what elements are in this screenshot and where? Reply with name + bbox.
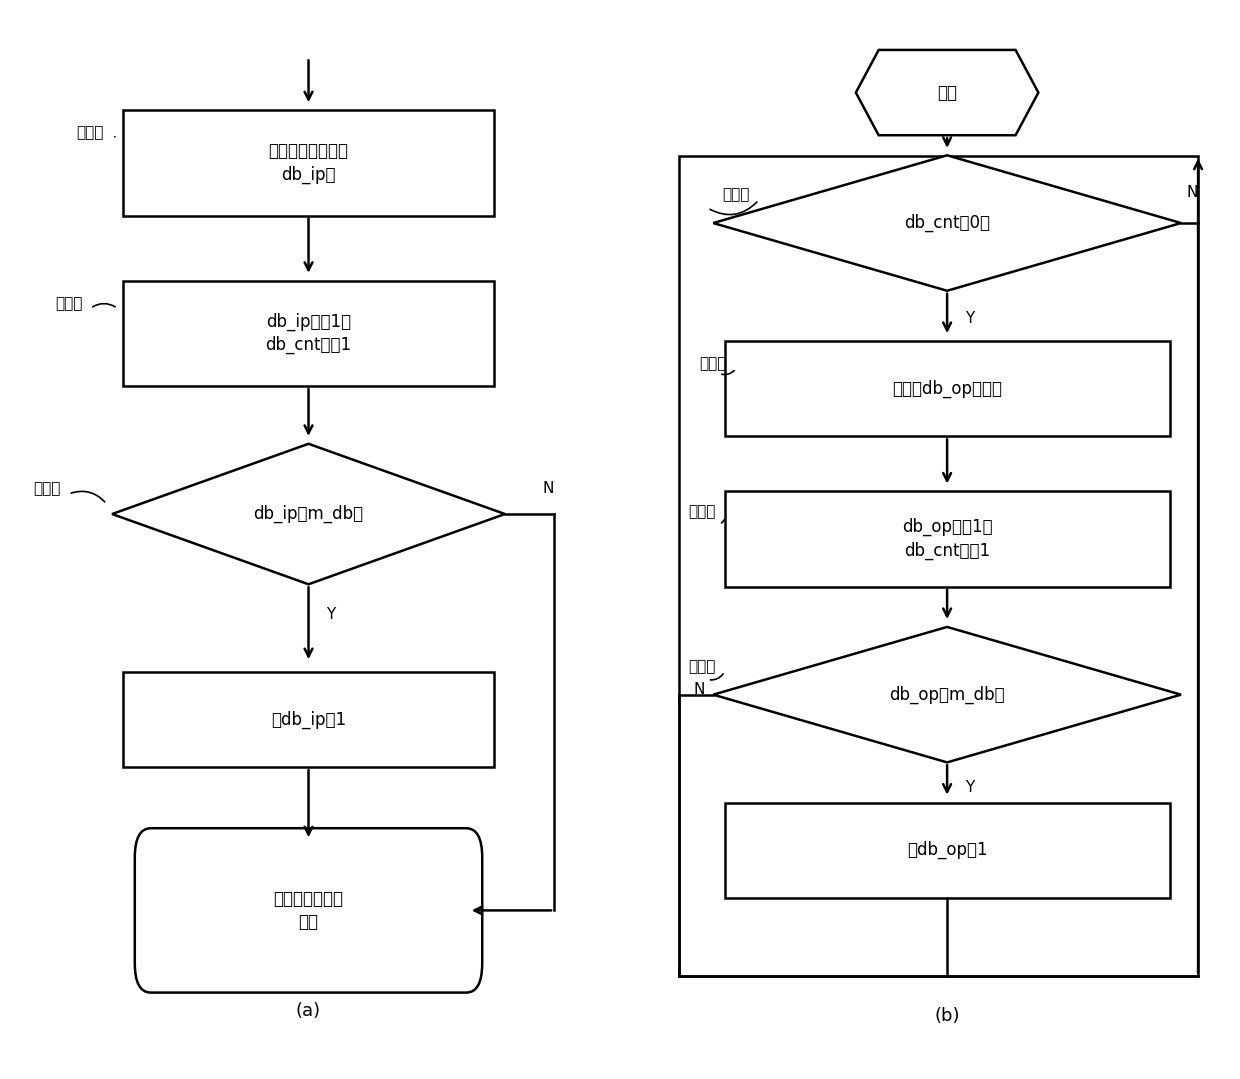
Text: 将db_ip置1: 将db_ip置1	[272, 711, 346, 729]
FancyBboxPatch shape	[135, 829, 482, 993]
Text: 第三步: 第三步	[33, 481, 61, 496]
Polygon shape	[112, 443, 505, 584]
Text: db_op自增1，
db_cnt自减1: db_op自增1， db_cnt自减1	[901, 518, 992, 560]
Bar	[724, 491, 1169, 587]
Polygon shape	[713, 155, 1180, 290]
Text: db_op＞m_db？: db_op＞m_db？	[889, 685, 1004, 704]
Polygon shape	[856, 50, 1038, 135]
Text: N: N	[543, 481, 554, 496]
Text: Y: Y	[965, 780, 975, 795]
Text: 开始: 开始	[937, 83, 957, 101]
Text: 第一步: 第一步	[77, 125, 104, 140]
Text: 第二步: 第二步	[699, 356, 727, 371]
Text: 处理第db_op行数据: 处理第db_op行数据	[892, 380, 1002, 398]
Bar	[724, 803, 1169, 898]
Text: (a): (a)	[296, 1001, 321, 1020]
Bar	[724, 341, 1169, 436]
Bar	[680, 155, 1198, 975]
Polygon shape	[713, 627, 1180, 763]
Text: 第一步: 第一步	[723, 188, 750, 203]
Bar	[123, 281, 494, 386]
Text: (b): (b)	[935, 1007, 960, 1025]
Text: 第三步: 第三步	[688, 505, 715, 519]
Text: db_cnt＞0？: db_cnt＞0？	[904, 214, 990, 232]
Text: 第二步: 第二步	[55, 296, 82, 311]
Text: db_ip自增1，
db_cnt自增1: db_ip自增1， db_cnt自增1	[265, 312, 352, 355]
Bar	[123, 672, 494, 767]
Text: 将某帧数据存入第
db_ip行: 将某帧数据存入第 db_ip行	[269, 141, 348, 183]
Text: N: N	[693, 682, 704, 697]
Text: 将db_op置1: 将db_op置1	[906, 841, 987, 859]
Text: Y: Y	[965, 312, 975, 326]
Text: 第四步: 第四步	[688, 659, 715, 674]
Text: Y: Y	[326, 606, 335, 622]
Bar	[123, 110, 494, 216]
Text: N: N	[1187, 186, 1198, 201]
Text: db_ip＞m_db？: db_ip＞m_db？	[253, 505, 363, 523]
Text: 准备写入下一帧
数据: 准备写入下一帧 数据	[274, 889, 343, 931]
